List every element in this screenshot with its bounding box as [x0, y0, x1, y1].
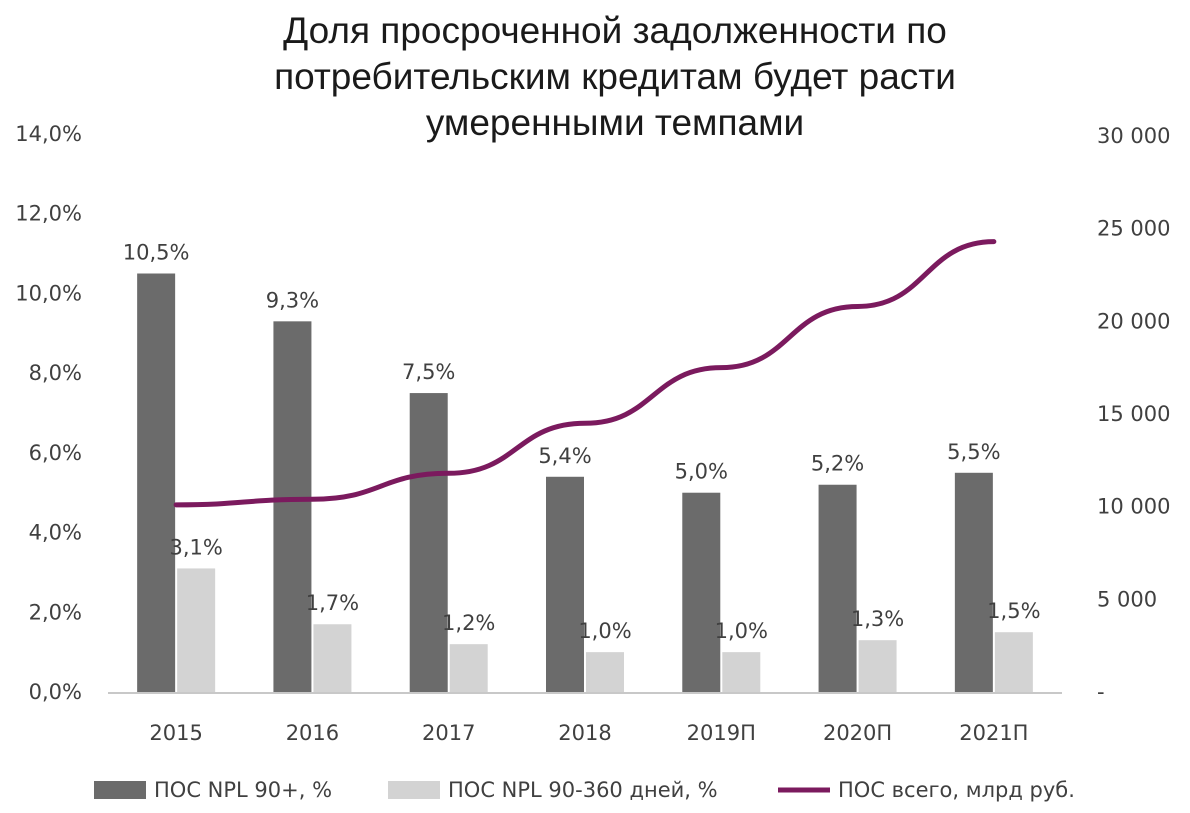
- bar: [546, 476, 584, 692]
- category-label: 2020П: [823, 721, 892, 745]
- right-tick-label: -: [1097, 680, 1105, 704]
- category-label: 2015: [149, 721, 202, 745]
- category-label: 2016: [286, 721, 339, 745]
- bar: [137, 273, 176, 692]
- category-label: 2019П: [687, 721, 756, 745]
- left-tick-label: 8,0%: [29, 361, 82, 385]
- chart-title-line: Доля просроченной задолженности по: [283, 10, 947, 51]
- category-label: 2017: [422, 721, 475, 745]
- left-tick-label: 0,0%: [29, 680, 82, 704]
- bar: [273, 321, 312, 692]
- left-tick-label: 14,0%: [15, 122, 82, 146]
- bars: 10,5% 3,1% 9,3% 1,7% 7,5% 1,2% 5,4% 1,0% 5,0% 1,0…: [123, 241, 1041, 692]
- bar: [682, 492, 721, 692]
- bar: [449, 644, 488, 692]
- bar: [994, 632, 1033, 692]
- right-tick-label: 5 000: [1097, 587, 1157, 611]
- category-label: 2021П: [959, 721, 1028, 745]
- bar: [313, 624, 352, 692]
- bar-data-label: 1,7%: [306, 591, 359, 615]
- bar: [177, 568, 216, 692]
- bar-data-label: 1,0%: [715, 619, 768, 643]
- left-tick-label: 2,0%: [29, 600, 82, 624]
- bar: [954, 472, 993, 692]
- left-axis: 0,0% 2,0% 4,0% 6,0% 8,0% 10,0% 12,0% 14,0%: [15, 122, 82, 704]
- bar: [586, 652, 624, 692]
- category-label: 2018: [558, 721, 611, 745]
- bar-data-label: 5,0%: [675, 460, 728, 484]
- right-tick-label: 15 000: [1097, 402, 1170, 426]
- bar-data-label: 7,5%: [402, 360, 455, 384]
- bar: [818, 484, 857, 692]
- legend-label: ПОС NPL 90-360 дней, %: [448, 778, 718, 802]
- left-tick-label: 10,0%: [15, 281, 82, 305]
- bar-data-label: 9,3%: [266, 288, 319, 312]
- legend-label: ПОС всего, млрд руб.: [838, 778, 1075, 802]
- legend-swatch: [94, 781, 146, 799]
- bar: [409, 393, 448, 692]
- right-tick-label: 10 000: [1097, 495, 1170, 519]
- right-tick-label: 30 000: [1097, 124, 1170, 148]
- legend: ПОС NPL 90+, % ПОС NPL 90-360 дней, % ПОС …: [94, 778, 1075, 802]
- legend-swatch: [388, 781, 440, 799]
- bar-data-label: 3,1%: [169, 535, 222, 559]
- bar: [722, 652, 761, 692]
- right-axis: - 5 000 10 000 15 000 20 000 25 000 30 000: [1097, 124, 1170, 704]
- bar-data-label: 1,0%: [578, 619, 631, 643]
- chart-title-line: потребительским кредитам будет расти: [274, 56, 956, 97]
- line-series: [173, 239, 997, 508]
- left-tick-label: 12,0%: [15, 202, 82, 226]
- bar-data-label: 5,4%: [538, 444, 591, 468]
- bar-data-label: 1,2%: [442, 611, 495, 635]
- line-path: [173, 239, 997, 508]
- legend-label: ПОС NPL 90+, %: [154, 778, 332, 802]
- x-axis: 2015 2016 2017 2018 2019П 2020П 2021П: [149, 721, 1028, 745]
- bar-data-label: 1,5%: [987, 599, 1040, 623]
- right-tick-label: 20 000: [1097, 309, 1170, 333]
- bar: [858, 640, 897, 692]
- chart-title: Доля просроченной задолженности по потре…: [0, 8, 1190, 146]
- left-tick-label: 6,0%: [29, 441, 82, 465]
- left-tick-label: 4,0%: [29, 521, 82, 545]
- bar-data-label: 1,3%: [851, 607, 904, 631]
- chart-title-line: умеренными темпами: [425, 102, 805, 143]
- bar-data-label: 5,5%: [947, 440, 1000, 464]
- bar-data-label: 5,2%: [811, 452, 864, 476]
- right-tick-label: 25 000: [1097, 217, 1170, 241]
- bar-data-label: 10,5%: [123, 241, 190, 265]
